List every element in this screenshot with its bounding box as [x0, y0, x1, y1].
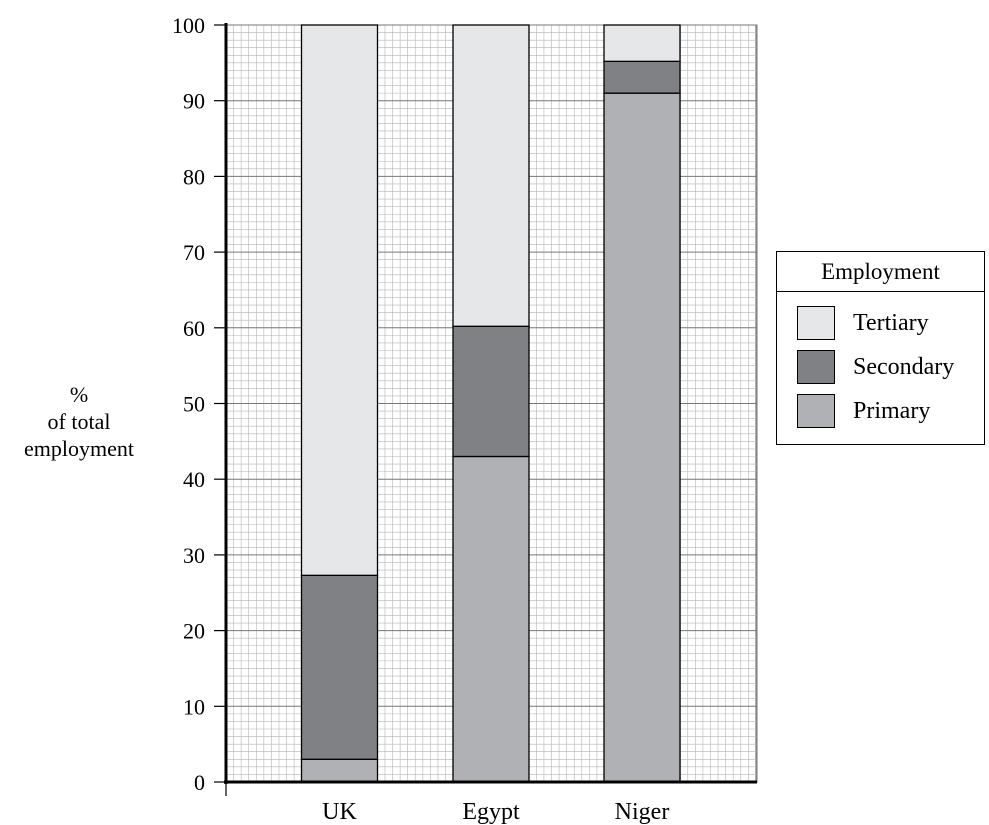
y-tick-label: 90 [183, 89, 205, 114]
x-category-label-egypt: Egypt [462, 799, 520, 825]
legend-swatch-secondary [797, 350, 835, 384]
y-tick-label: 60 [183, 316, 205, 341]
bar-uk-tertiary [300, 24, 379, 576]
x-category-label-uk: UK [322, 799, 357, 825]
bar-niger-tertiary [603, 24, 681, 62]
y-tick-label: 10 [183, 694, 205, 719]
legend-label-primary: Primary [853, 397, 931, 424]
bar-egypt-secondary [452, 325, 530, 458]
y-tick-label: 100 [172, 13, 205, 38]
y-axis-label-line-3: employment [24, 436, 134, 461]
y-axis-label-line-1: % [70, 382, 88, 407]
legend-item-secondary: Secondary [797, 349, 954, 385]
x-tick-labels: UK Egypt Niger [322, 799, 669, 825]
legend-item-tertiary: Tertiary [797, 305, 929, 341]
y-tick-label: 20 [183, 619, 205, 644]
bar-niger-primary [603, 92, 681, 783]
bar-niger-secondary [603, 60, 681, 94]
y-tick-label: 40 [183, 467, 205, 492]
legend-item-primary: Primary [797, 393, 930, 429]
bar-uk-primary [300, 758, 379, 783]
bar-egypt-tertiary [452, 24, 530, 327]
legend-label-tertiary: Tertiary [853, 309, 929, 336]
legend-label-secondary: Secondary [853, 353, 955, 380]
y-axis-label-line-2: of total [48, 409, 111, 434]
bar-egypt-primary [452, 455, 530, 783]
chart-bars [300, 24, 681, 783]
bar-uk-secondary [300, 574, 379, 760]
y-tick-label: 50 [183, 392, 205, 417]
legend: Employment Tertiary Secondary Primary [776, 251, 985, 445]
y-tick-label: 70 [183, 240, 205, 265]
legend-swatch-tertiary [797, 306, 835, 340]
chart-axes [214, 23, 757, 796]
legend-title: Employment [777, 252, 984, 292]
y-tick-label: 30 [183, 543, 205, 568]
x-category-label-niger: Niger [615, 799, 670, 825]
y-tick-label: 0 [194, 770, 205, 795]
legend-swatch-primary [797, 394, 835, 428]
y-tick-label: 80 [183, 164, 205, 189]
y-tick-labels: 0 10 20 30 40 50 60 70 80 90 100 [172, 13, 205, 795]
